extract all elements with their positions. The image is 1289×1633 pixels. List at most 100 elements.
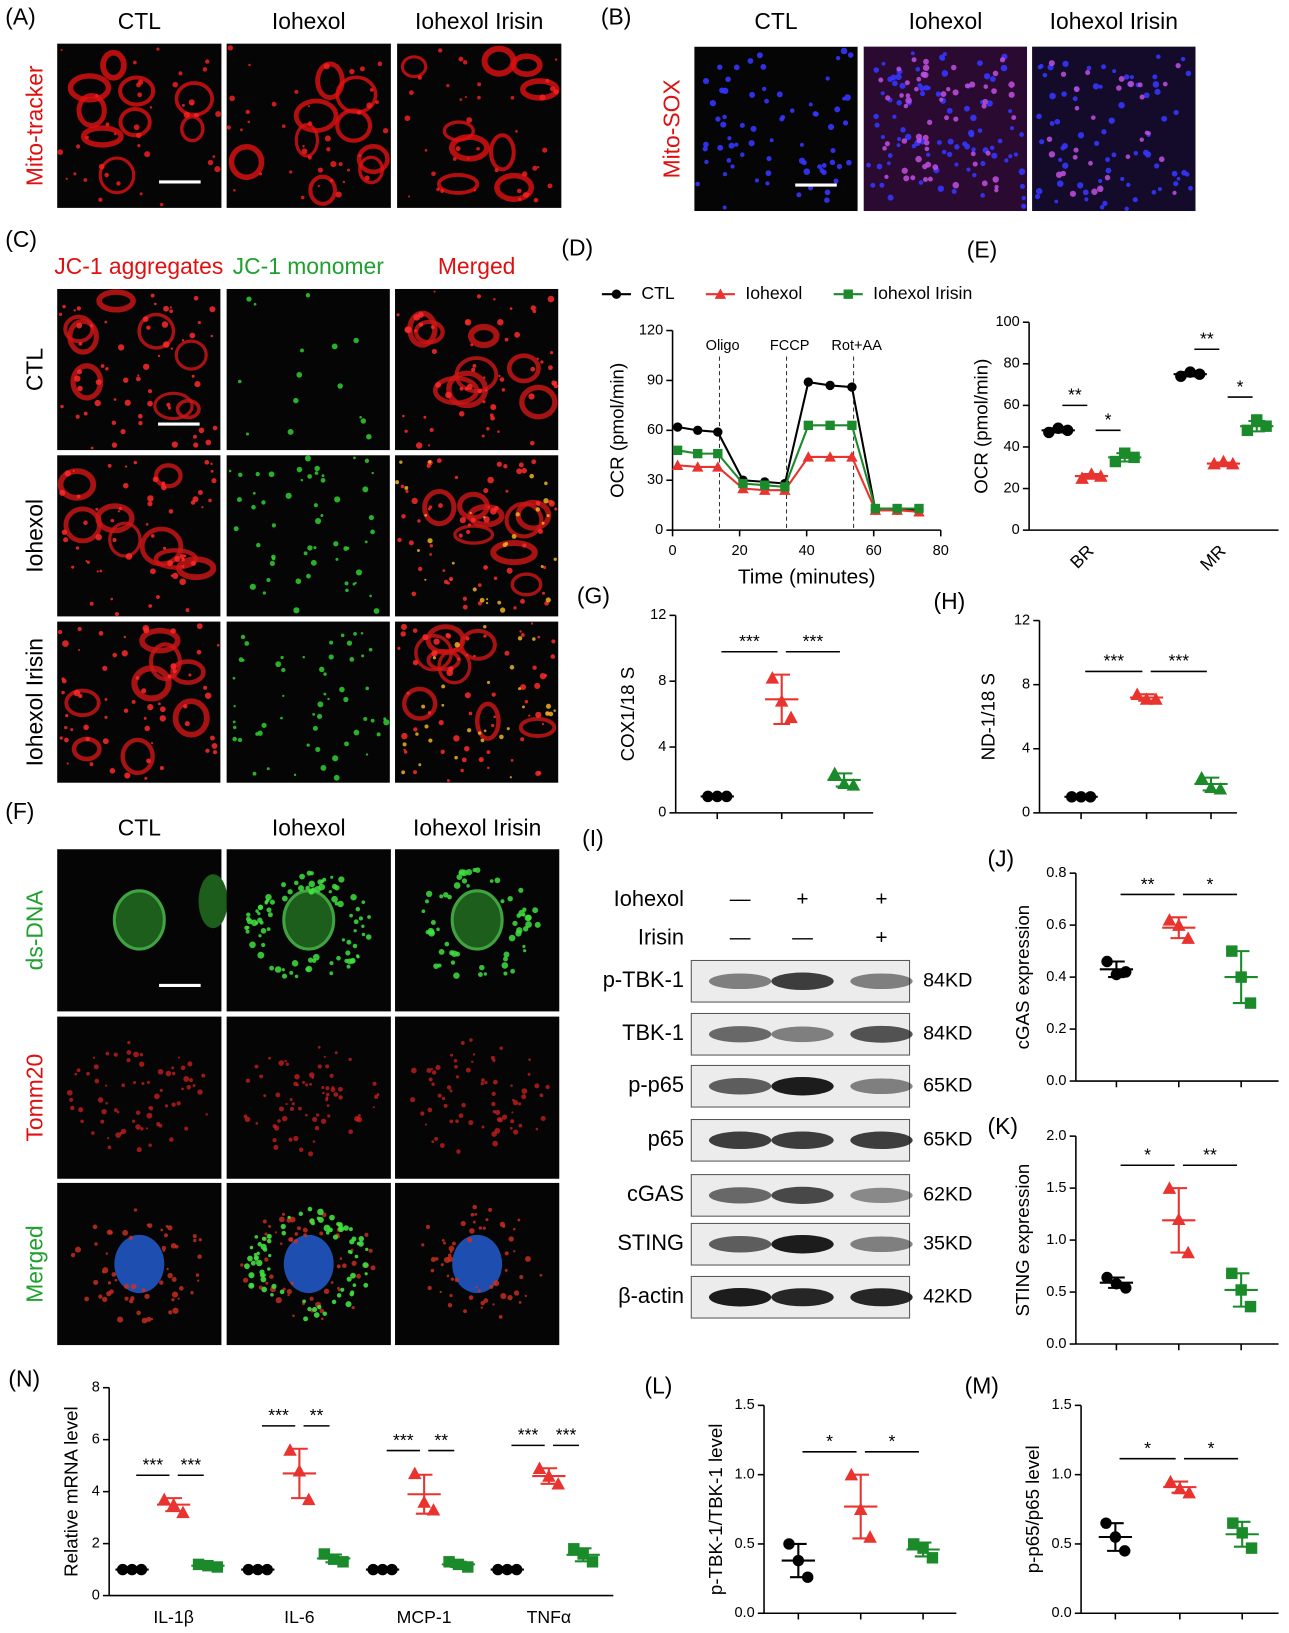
stain [510,968,516,974]
stain [69,1097,74,1102]
stain [456,1149,461,1154]
stain [139,1061,145,1067]
stain [1137,82,1143,88]
x-tick-label: IL-6 [284,1607,315,1627]
stain [256,1251,260,1256]
stain [1060,71,1067,77]
stain [1082,189,1089,196]
column-label: Iohexol [272,815,346,841]
stain [282,694,285,698]
treatment-label: Irisin [638,924,684,949]
stain [803,168,811,175]
data-point [542,1469,556,1482]
stain [195,1273,200,1277]
lane-sign: — [730,888,751,911]
stain [321,1086,325,1090]
stain [502,1224,506,1228]
blot-band [850,1131,913,1150]
stain [260,1276,267,1283]
stain [427,444,431,447]
y-tick-label: 12 [1014,612,1030,628]
stain [989,145,995,151]
stain [361,654,365,658]
y-tick-label: 0.2 [1046,1021,1066,1037]
stain [554,58,558,61]
stain [335,557,339,561]
stain [195,113,200,118]
micrograph [226,1016,391,1179]
stain [112,538,117,543]
stain [465,1067,471,1073]
micrograph [57,621,221,783]
stain [161,484,167,491]
stain [232,736,237,742]
stain [191,374,195,378]
legend-marker [843,289,853,299]
stain [80,1119,84,1124]
stain [482,400,486,404]
blot-band [771,1131,834,1150]
stain [981,180,988,187]
y-tick-label: 0 [1012,522,1020,538]
stain [142,316,149,322]
stain [1104,174,1111,181]
stain [464,692,471,699]
stain [498,1117,504,1123]
significance-label: ** [1141,874,1155,894]
stain [799,142,804,147]
stain [547,183,553,189]
stain [439,894,444,899]
stain [431,1082,435,1086]
stain [358,1240,364,1247]
stain [348,1057,352,1062]
panel-label: (A) [5,4,35,30]
stain [281,895,288,902]
stain [107,463,112,468]
stain [1180,56,1186,62]
stain [522,944,526,949]
stain [500,1292,507,1300]
stain [481,434,485,438]
stain [193,434,197,439]
stain [458,533,463,538]
stain [312,712,316,716]
nucleus [114,1234,165,1294]
band-label: TBK-1 [622,1020,684,1045]
stain [728,142,735,149]
stain [310,559,317,566]
significance-label: * [888,1431,895,1451]
stain [233,526,239,532]
stain [365,934,372,940]
stain [539,94,546,101]
stain [291,1102,295,1106]
stain [333,541,339,547]
stain [508,1236,514,1242]
significance-label: * [1144,1145,1151,1165]
stain [322,877,327,882]
stain [163,305,169,312]
data-point [672,422,683,432]
stain [174,556,181,563]
data-point [1216,454,1231,468]
stain [442,569,446,572]
y-tick-label: 0.0 [1046,1336,1066,1352]
stain [522,913,526,917]
cell [67,318,100,355]
stain [458,1113,464,1119]
stain [365,1247,369,1252]
stain [364,540,368,544]
y-tick-label: 1.0 [734,1466,754,1482]
stain [504,1251,509,1256]
stain [364,1272,368,1276]
stain [446,83,450,88]
stain [294,974,299,979]
stain [444,941,450,947]
stain [102,1267,109,1274]
data-point [846,778,861,791]
stain [366,102,373,109]
stain [473,188,477,192]
stain [522,926,529,932]
stain [760,64,767,70]
stain [342,180,346,184]
cell [96,289,136,313]
